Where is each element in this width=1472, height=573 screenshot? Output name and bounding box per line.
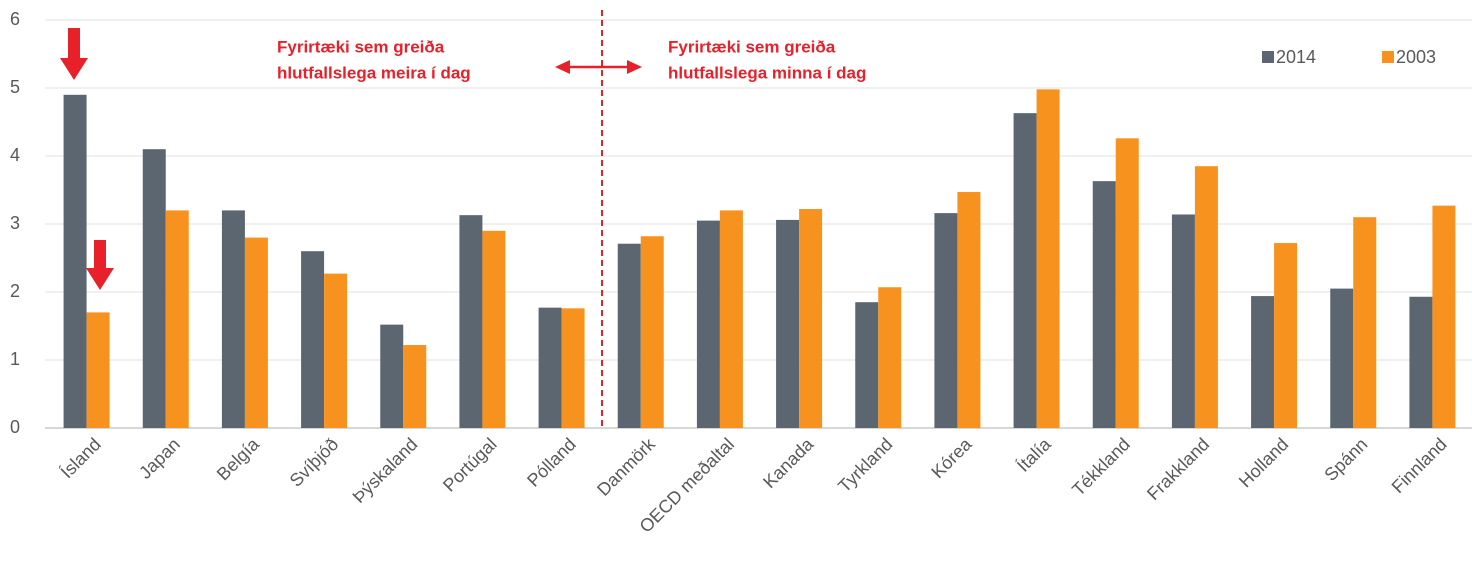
bar <box>165 210 189 428</box>
bar <box>1013 113 1037 428</box>
x-tick-label: Pólland <box>523 434 580 491</box>
bar <box>1036 89 1060 429</box>
x-tick-label: Tyrkland <box>834 434 896 496</box>
bar <box>640 236 664 428</box>
bar <box>1251 296 1275 428</box>
x-tick-label: Danmörk <box>593 433 659 499</box>
bar <box>459 215 483 428</box>
x-tick-label: Finnland <box>1388 434 1451 497</box>
y-tick-label: 1 <box>10 349 20 369</box>
x-tick-label: Kórea <box>927 433 976 482</box>
bar <box>482 230 506 428</box>
bar <box>1432 205 1456 428</box>
annotation: hlutfallslega meira í dag <box>277 63 471 82</box>
y-tick-label: 2 <box>10 281 20 301</box>
bar <box>221 210 245 428</box>
legend-label: 2014 <box>1276 47 1316 67</box>
legend-swatch <box>1262 51 1274 63</box>
bar <box>142 149 166 428</box>
bar <box>934 213 958 428</box>
annotation: hlutfallslega minna í dag <box>668 63 866 82</box>
bar <box>1330 288 1354 428</box>
arrows <box>60 28 642 290</box>
bar <box>561 308 585 428</box>
bar <box>538 307 562 428</box>
bar <box>1353 217 1377 428</box>
bar <box>301 251 325 428</box>
bar <box>244 237 268 428</box>
bar <box>776 219 800 428</box>
bar <box>86 312 110 428</box>
bar <box>855 302 879 428</box>
bar <box>1115 138 1139 428</box>
legend: 2014 2003 <box>1262 47 1436 67</box>
bar <box>1274 243 1298 428</box>
x-tick-label: Japan <box>135 434 184 483</box>
bar <box>1409 296 1433 428</box>
plot: 0 1 2 3 4 5 6 Ísland Japan Belgía Svíþjóð Þýskaland… <box>10 9 1472 537</box>
bar <box>617 243 641 428</box>
x-tick-label: Ísland <box>57 434 105 482</box>
x-tick-label: Ítalía <box>1013 433 1055 475</box>
bar <box>380 324 404 428</box>
annotation: Fyrirtæki sem greiða <box>277 37 445 56</box>
bar <box>1171 214 1195 428</box>
x-tick-label: Tékkland <box>1068 434 1134 500</box>
x-tick-label: Spánn <box>1320 434 1371 485</box>
x-tick-label: Holland <box>1235 434 1292 491</box>
bar <box>957 192 981 428</box>
x-tick-label: Belgía <box>213 433 264 484</box>
x-tick-label: Frakkland <box>1143 434 1213 504</box>
y-tick-label: 5 <box>10 77 20 97</box>
x-tick-label: Þýskaland <box>349 434 422 507</box>
y-tick-label: 3 <box>10 213 20 233</box>
x-tick-label: Kanada <box>759 433 818 492</box>
legend-swatch <box>1382 51 1394 63</box>
bar <box>799 209 823 428</box>
legend-label: 2003 <box>1396 47 1436 67</box>
bar <box>719 210 743 428</box>
y-tick-label: 0 <box>10 417 20 437</box>
bar <box>1194 166 1218 428</box>
bar <box>403 345 427 428</box>
x-tick-label: Svíþjóð <box>286 434 343 491</box>
y-tick-label: 4 <box>10 145 20 165</box>
annotation: Fyrirtæki sem greiða <box>668 37 836 56</box>
y-tick-label: 6 <box>10 9 20 29</box>
bar <box>696 220 720 428</box>
bar <box>878 287 902 428</box>
bar <box>324 273 348 428</box>
x-tick-label: Portúgal <box>439 434 501 496</box>
bar <box>63 94 87 429</box>
bar <box>1092 181 1116 428</box>
